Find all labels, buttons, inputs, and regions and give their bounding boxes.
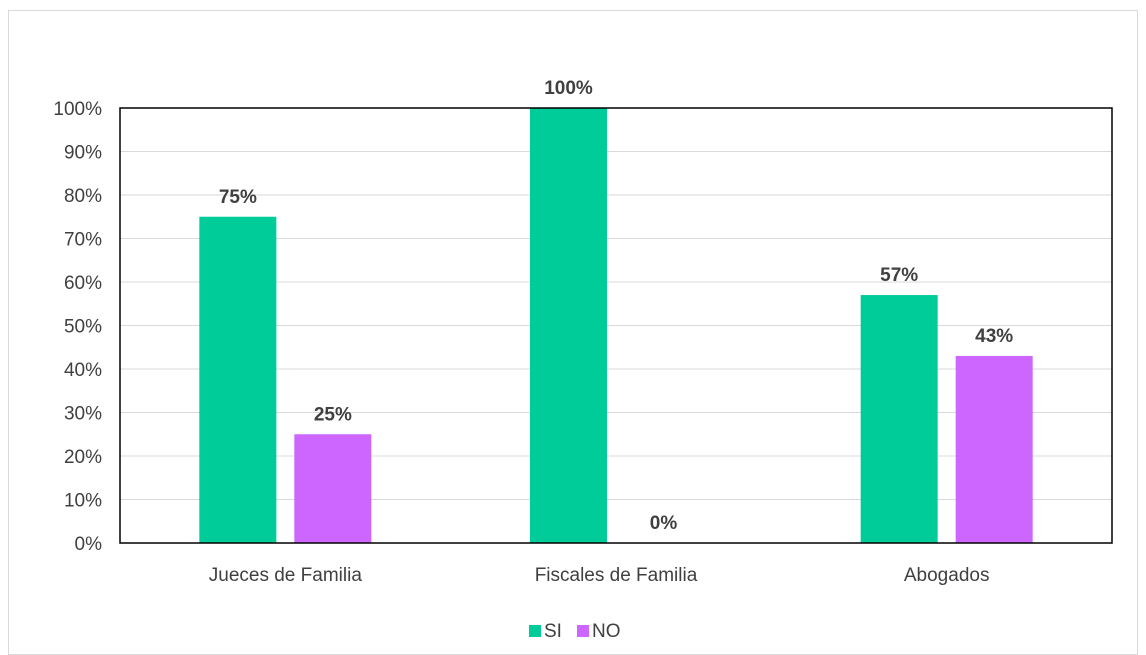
legend-swatch-no	[577, 625, 589, 637]
legend-label-no: NO	[592, 621, 621, 642]
data-label: 57%	[880, 265, 918, 286]
legend-swatch-si	[529, 625, 541, 637]
y-axis-ticks: 0% 10% 20% 30% 40% 50% 60% 70% 80% 90% 100%	[53, 99, 102, 555]
bar-no	[955, 355, 1033, 543]
data-labels: 75% 25% 100% 0% 57% 43%	[219, 78, 1013, 534]
data-label: 75%	[219, 187, 257, 208]
legend-label-si: SI	[544, 621, 562, 642]
y-tick-label: 20%	[64, 447, 102, 468]
y-tick-label: 90%	[64, 143, 102, 164]
y-tick-label: 60%	[64, 273, 102, 294]
legend: SI NO	[529, 621, 621, 642]
x-axis-categories: Jueces de Familia Fiscales de Familia Abog…	[209, 565, 990, 586]
bars	[199, 108, 1033, 543]
data-label: 25%	[314, 404, 352, 425]
category-label: Abogados	[904, 565, 990, 586]
y-tick-label: 30%	[64, 404, 102, 425]
data-label: 100%	[544, 78, 593, 99]
category-label: Fiscales de Familia	[535, 565, 698, 586]
y-tick-label: 100%	[53, 99, 102, 120]
y-tick-label: 0%	[75, 534, 103, 555]
gridlines	[120, 151, 1112, 500]
y-tick-label: 80%	[64, 186, 102, 207]
bar-si	[860, 295, 938, 543]
y-tick-label: 70%	[64, 230, 102, 251]
bar-no	[294, 434, 372, 543]
data-label: 43%	[975, 326, 1013, 347]
y-tick-label: 10%	[64, 491, 102, 512]
category-label: Jueces de Familia	[209, 565, 363, 586]
y-tick-label: 50%	[64, 317, 102, 338]
bar-si	[199, 216, 277, 543]
plot-area-border	[119, 107, 1113, 544]
y-tick-label: 40%	[64, 360, 102, 381]
data-label: 0%	[650, 513, 678, 534]
bar-si	[530, 108, 607, 543]
